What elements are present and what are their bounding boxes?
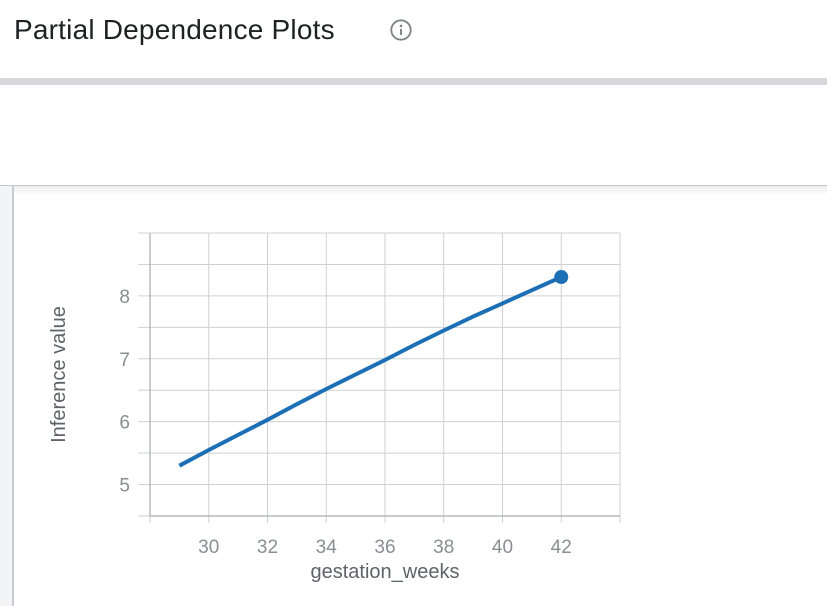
svg-text:5: 5 — [119, 476, 130, 497]
pdp-chart: 5 6 7 8 30 32 34 36 38 40 42 gestation_weeks Inferen… — [48, 232, 621, 583]
axes — [149, 233, 620, 517]
x-axis-title: gestation_weeks — [311, 561, 460, 583]
endpoint-marker — [554, 270, 569, 285]
svg-text:30: 30 — [198, 537, 219, 558]
svg-text:38: 38 — [433, 537, 454, 558]
header-divider — [0, 78, 827, 85]
svg-text:42: 42 — [551, 537, 572, 558]
gridlines — [138, 232, 621, 523]
left-rail — [0, 186, 14, 606]
svg-text:8: 8 — [119, 287, 130, 308]
svg-text:36: 36 — [374, 537, 395, 558]
svg-text:6: 6 — [119, 413, 130, 434]
svg-text:7: 7 — [119, 350, 130, 371]
svg-text:34: 34 — [316, 537, 338, 558]
tick-labels: 5 6 7 8 30 32 34 36 38 40 42 — [119, 287, 571, 558]
y-axis-title: Inference value — [48, 306, 70, 443]
info-icon[interactable] — [390, 19, 412, 41]
svg-text:32: 32 — [257, 537, 278, 558]
chart-panel: 5 6 7 8 30 32 34 36 38 40 42 gestation_weeks Inferen… — [0, 185, 827, 606]
section-header-gestation-weeks[interactable]: gestation_weeks — [0, 85, 827, 230]
pdp-line — [178, 275, 563, 468]
page-title: Partial Dependence Plots — [14, 14, 335, 45]
svg-text:40: 40 — [492, 537, 513, 558]
